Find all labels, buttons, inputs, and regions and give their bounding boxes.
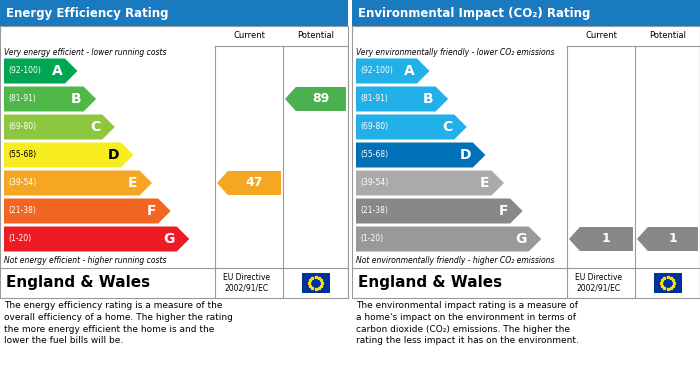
Text: B: B [423, 92, 433, 106]
Polygon shape [4, 86, 96, 111]
Text: 1: 1 [602, 233, 611, 246]
Text: Not environmentally friendly - higher CO₂ emissions: Not environmentally friendly - higher CO… [356, 256, 554, 265]
Text: Very environmentally friendly - lower CO₂ emissions: Very environmentally friendly - lower CO… [356, 48, 554, 57]
Polygon shape [637, 227, 698, 251]
Polygon shape [356, 59, 430, 84]
Text: Not energy efficient - higher running costs: Not energy efficient - higher running co… [4, 256, 167, 265]
Text: EU Directive
2002/91/EC: EU Directive 2002/91/EC [223, 273, 270, 293]
Text: (69-80): (69-80) [360, 122, 388, 131]
Text: Potential: Potential [649, 32, 686, 41]
Text: Potential: Potential [297, 32, 334, 41]
Polygon shape [356, 199, 523, 224]
Text: 1: 1 [668, 233, 678, 246]
Bar [352, 0, 700, 26]
Polygon shape [217, 171, 281, 195]
Text: Energy Efficiency Rating: Energy Efficiency Rating [6, 7, 169, 20]
Polygon shape [356, 142, 485, 167]
Text: G: G [163, 232, 175, 246]
Text: C: C [90, 120, 100, 134]
Polygon shape [356, 226, 541, 251]
Text: 47: 47 [246, 176, 263, 190]
Text: Current: Current [585, 32, 617, 41]
Text: England & Wales: England & Wales [6, 276, 150, 291]
Text: (39-54): (39-54) [360, 179, 389, 188]
Text: F: F [146, 204, 156, 218]
Polygon shape [285, 87, 346, 111]
Polygon shape [4, 115, 115, 140]
Text: D: D [459, 148, 471, 162]
Polygon shape [4, 59, 78, 84]
Polygon shape [356, 86, 448, 111]
Text: The energy efficiency rating is a measure of the
overall efficiency of a home. T: The energy efficiency rating is a measur… [4, 301, 233, 345]
Bar [352, 26, 700, 298]
Bar [0, 26, 348, 298]
Text: (92-100): (92-100) [8, 66, 41, 75]
Text: F: F [498, 204, 508, 218]
Bar [0, 0, 348, 26]
Polygon shape [4, 226, 189, 251]
Text: C: C [442, 120, 452, 134]
Text: A: A [52, 64, 63, 78]
Polygon shape [4, 170, 152, 196]
Text: (55-68): (55-68) [360, 151, 388, 160]
Text: (39-54): (39-54) [8, 179, 36, 188]
Text: A: A [404, 64, 415, 78]
Text: The environmental impact rating is a measure of
a home's impact on the environme: The environmental impact rating is a mea… [356, 301, 579, 345]
Text: Current: Current [233, 32, 265, 41]
Polygon shape [569, 227, 633, 251]
Text: 89: 89 [312, 93, 330, 106]
Text: EU Directive
2002/91/EC: EU Directive 2002/91/EC [575, 273, 622, 293]
Text: (92-100): (92-100) [360, 66, 393, 75]
Text: D: D [107, 148, 119, 162]
Text: (69-80): (69-80) [8, 122, 36, 131]
Polygon shape [356, 115, 467, 140]
Text: (81-91): (81-91) [360, 95, 388, 104]
Bar [302, 273, 330, 293]
Text: (1-20): (1-20) [360, 235, 383, 244]
Text: B: B [71, 92, 82, 106]
Text: Very energy efficient - lower running costs: Very energy efficient - lower running co… [4, 48, 167, 57]
Text: E: E [128, 176, 137, 190]
Text: (81-91): (81-91) [8, 95, 36, 104]
Text: (55-68): (55-68) [8, 151, 36, 160]
Text: G: G [515, 232, 527, 246]
Bar [654, 273, 682, 293]
Polygon shape [4, 142, 134, 167]
Text: Environmental Impact (CO₂) Rating: Environmental Impact (CO₂) Rating [358, 7, 590, 20]
Text: (1-20): (1-20) [8, 235, 31, 244]
Text: (21-38): (21-38) [360, 206, 388, 215]
Text: E: E [480, 176, 489, 190]
Text: England & Wales: England & Wales [358, 276, 502, 291]
Polygon shape [4, 199, 171, 224]
Polygon shape [356, 170, 504, 196]
Text: (21-38): (21-38) [8, 206, 36, 215]
